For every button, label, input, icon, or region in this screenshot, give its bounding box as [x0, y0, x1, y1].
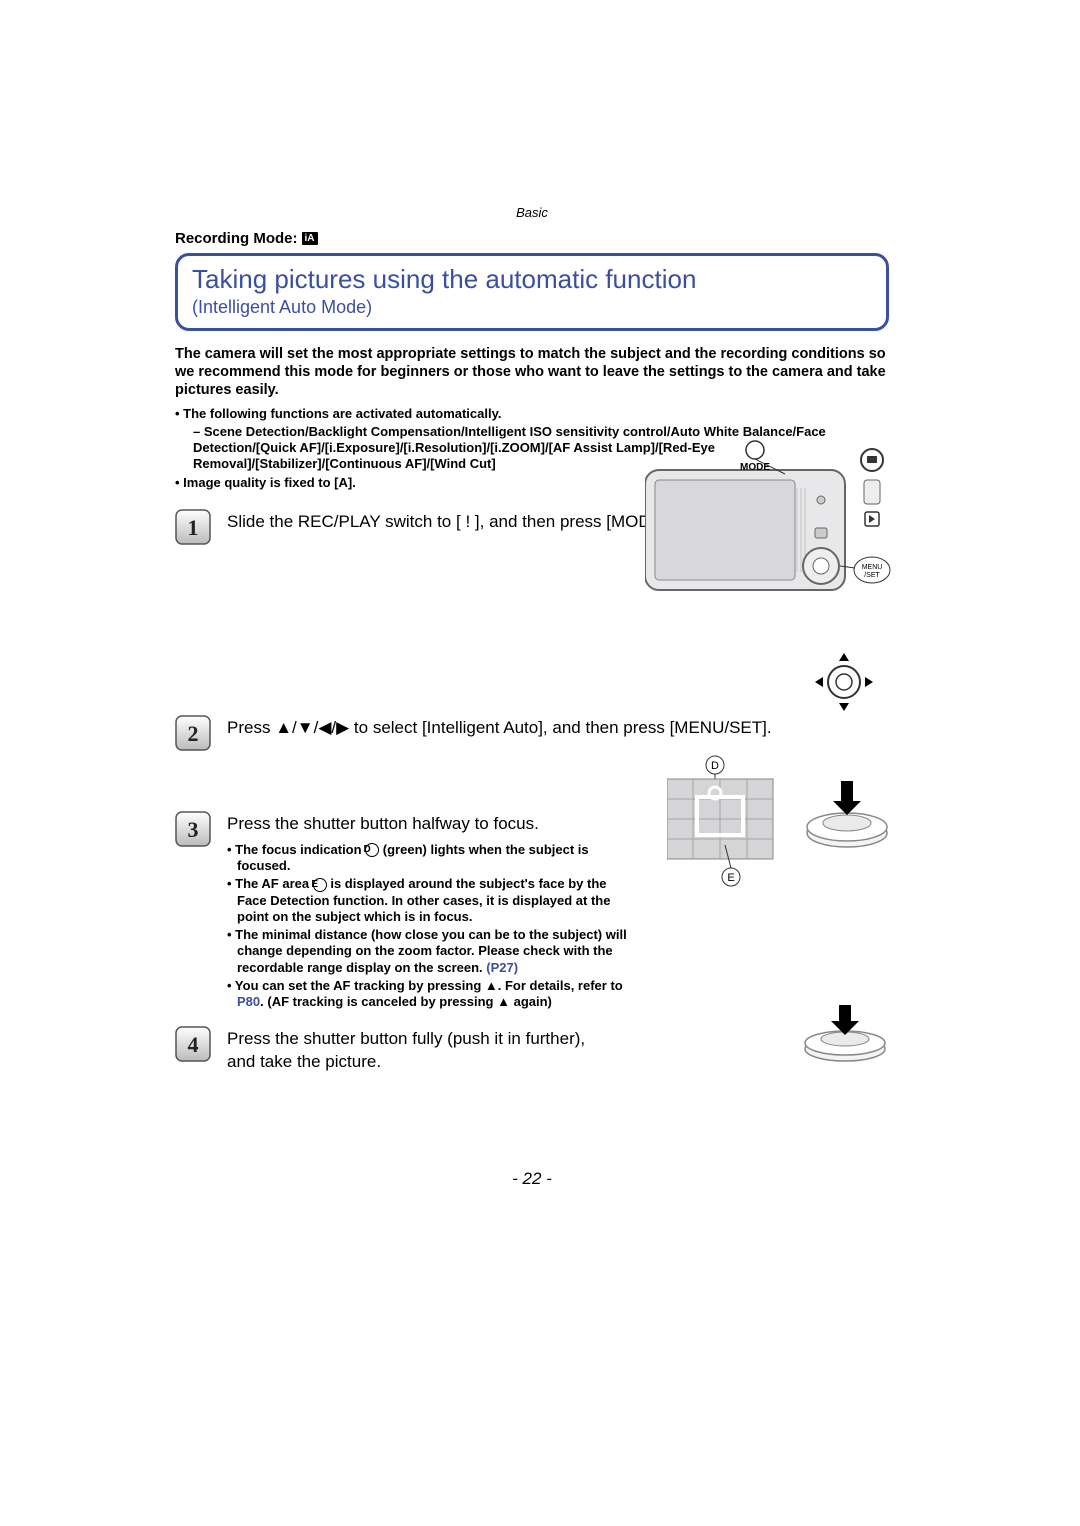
step-number-4-icon: 4: [175, 1026, 211, 1062]
title-box: Taking pictures using the automatic func…: [175, 253, 889, 331]
label-e-icon: E: [313, 878, 327, 892]
step-2-text: Press ▲/▼/◀/▶ to select [Intelligent Aut…: [227, 715, 889, 740]
svg-text:2: 2: [188, 721, 199, 746]
svg-text:1: 1: [188, 515, 199, 540]
svg-text:MENU: MENU: [862, 564, 883, 571]
page-number: - 22 -: [175, 1169, 889, 1189]
camera-icon: !: [465, 512, 470, 531]
svg-text:4: 4: [188, 1032, 199, 1057]
link-p80[interactable]: P80: [237, 994, 260, 1009]
label-d-icon: D: [365, 843, 379, 857]
focus-illustration: D E: [667, 755, 895, 895]
recording-mode-line: Recording Mode: iA: [175, 230, 889, 247]
step-3-notes: • The focus indication D (green) lights …: [227, 842, 627, 1011]
step-number-3-icon: 3: [175, 811, 211, 847]
step-4-text: Press the shutter button fully (push it …: [227, 1026, 587, 1074]
full-press-illustration: [801, 1003, 889, 1063]
manual-page: Basic Recording Mode: iA Taking pictures…: [175, 205, 889, 1074]
page-subtitle: (Intelligent Auto Mode): [192, 297, 872, 318]
bullet-item: • The following functions are activated …: [175, 406, 889, 422]
step-number-2-icon: 2: [175, 715, 211, 751]
svg-text:3: 3: [188, 817, 199, 842]
svg-text:MODE: MODE: [740, 462, 770, 473]
note-item: • You can set the AF tracking by pressin…: [227, 978, 627, 1011]
dpad-illustration: [809, 647, 879, 717]
recording-mode-label: Recording Mode:: [175, 230, 298, 247]
step-3-text: Press the shutter button halfway to focu…: [227, 813, 627, 836]
quality-icon: A: [338, 475, 347, 490]
note-item: • The minimal distance (how close you ca…: [227, 927, 627, 976]
step-number-1-icon: 1: [175, 509, 211, 545]
section-header: Basic: [175, 205, 889, 220]
svg-text:/SET: /SET: [864, 572, 880, 579]
link-p27[interactable]: (P27): [486, 960, 518, 975]
step-3-body: Press the shutter button halfway to focu…: [227, 811, 627, 1012]
note-item: • The AF area E is displayed around the …: [227, 876, 627, 925]
camera-illustration: MODE MENU /SET: [645, 440, 895, 600]
svg-text:D: D: [711, 760, 719, 772]
ia-mode-icon: iA: [302, 232, 318, 245]
note-item: • The focus indication D (green) lights …: [227, 842, 627, 875]
svg-text:E: E: [727, 872, 734, 884]
step-4: 4 Press the shutter button fully (push i…: [175, 1026, 889, 1074]
page-title: Taking pictures using the automatic func…: [192, 264, 872, 295]
step-2: 2 Press ▲/▼/◀/▶ to select [Intelligent A…: [175, 715, 889, 751]
intro-paragraph: The camera will set the most appropriate…: [175, 345, 889, 399]
